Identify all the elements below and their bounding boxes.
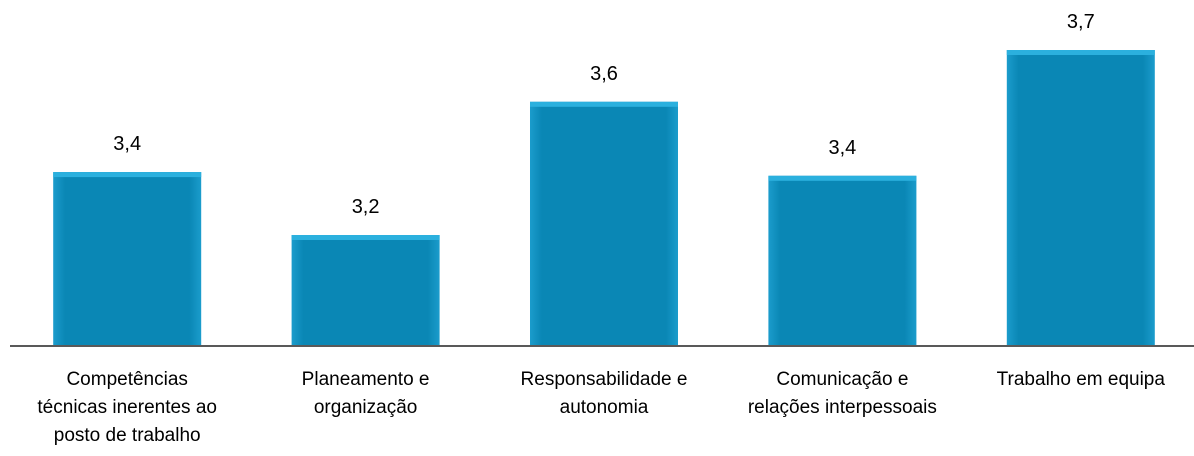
bar-top-edge xyxy=(53,172,202,178)
x-tick-label-box: Comunicação e relações interpessoais xyxy=(747,369,937,418)
bar xyxy=(291,235,440,346)
x-tick-label: Comunicação e relações interpessoais xyxy=(747,369,937,418)
x-tick-label-box: Competências técnicas inerentes ao posto… xyxy=(37,369,217,446)
bar-group xyxy=(530,101,678,346)
data-label: 3,4 xyxy=(828,137,856,159)
x-tick-label-box: Planeamento e organização xyxy=(301,369,430,418)
data-label: 3,7 xyxy=(1067,11,1095,33)
x-tick-label: Competências técnicas inerentes ao posto… xyxy=(37,369,217,446)
bar-top-edge xyxy=(768,175,917,181)
bar-top-edge xyxy=(1006,50,1155,55)
x-tick-label: Planeamento e organização xyxy=(301,369,430,418)
x-tick-label: Trabalho em equipa xyxy=(996,369,1165,390)
bar-top-edge xyxy=(291,235,440,240)
bar-top-edge xyxy=(530,101,678,107)
bar-group xyxy=(53,172,202,346)
data-label: 3,2 xyxy=(352,196,380,218)
data-label: 3,4 xyxy=(113,133,141,155)
bar xyxy=(53,172,202,346)
x-tick-label-box: Trabalho em equipa xyxy=(996,369,1165,390)
data-label: 3,6 xyxy=(590,63,618,85)
bar-group xyxy=(768,175,917,346)
bar xyxy=(530,101,678,346)
x-tick-label: Responsabilidade e autonomia xyxy=(520,369,688,418)
bar-group xyxy=(291,235,440,346)
bar xyxy=(1006,50,1155,346)
x-tick-label-box: Responsabilidade e autonomia xyxy=(520,369,688,418)
bar xyxy=(768,175,917,346)
bar-group xyxy=(1006,50,1155,346)
